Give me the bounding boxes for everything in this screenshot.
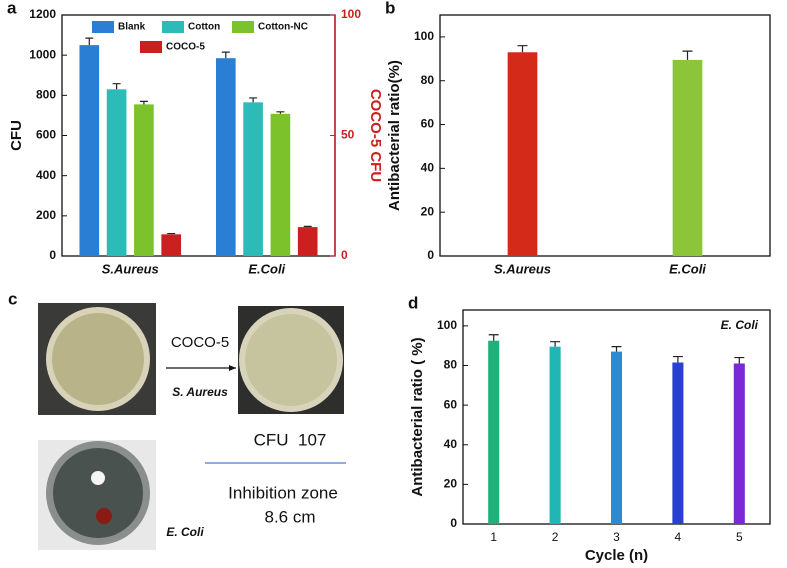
- bar: [79, 45, 100, 256]
- error-bar: [672, 355, 683, 363]
- legend-label: COCO-5: [166, 42, 205, 53]
- legend-swatch: [92, 21, 114, 33]
- bar: [672, 362, 684, 524]
- x-tick-label: 2: [552, 530, 559, 544]
- annotation: E. Coli: [721, 318, 759, 332]
- error-bar: [167, 232, 176, 235]
- bar: [672, 59, 703, 256]
- zone-label: Inhibition zone: [228, 483, 338, 502]
- treatment: COCO-5: [171, 334, 229, 351]
- y-tick-label: 800: [36, 88, 56, 102]
- error-bar: [550, 341, 561, 347]
- y-tick-label: 400: [36, 168, 56, 182]
- legend-label: Cotton-NC: [258, 22, 308, 33]
- strain: S. Aureus: [172, 385, 228, 399]
- error-bar: [517, 45, 528, 53]
- x-tick-label: S.Aureus: [102, 261, 159, 276]
- x-tick-label: E.Coli: [669, 261, 706, 276]
- y-tick-label: 60: [444, 397, 458, 411]
- error-bar: [249, 97, 258, 103]
- legend-label: Blank: [118, 22, 146, 33]
- error-bar: [303, 225, 312, 228]
- y-tick-label: 20: [444, 477, 458, 491]
- x-axis-title: Cycle (n): [585, 547, 648, 564]
- y2-tick-label: 0: [341, 248, 348, 262]
- x-tick-label: 4: [675, 530, 682, 544]
- x-tick-label: 5: [736, 530, 743, 544]
- disc: [91, 471, 105, 485]
- bar: [488, 340, 500, 524]
- y-tick-label: 80: [444, 358, 458, 372]
- zone-value: 8.6 cm: [264, 507, 315, 526]
- error-bar: [276, 111, 285, 114]
- bar: [297, 227, 318, 256]
- y-tick-label: 600: [36, 128, 56, 142]
- error-bar: [734, 356, 745, 364]
- y-tick-label: 200: [36, 208, 56, 222]
- arrow-head: [229, 365, 236, 371]
- bar: [507, 52, 538, 256]
- x-tick-label: S.Aureus: [494, 261, 551, 276]
- legend-swatch: [162, 21, 184, 33]
- y2-tick-label: 100: [341, 7, 361, 21]
- error-bar: [682, 50, 693, 60]
- y-tick-label: 0: [427, 248, 434, 262]
- error-bar: [112, 83, 121, 90]
- bar: [161, 234, 182, 256]
- y-tick-label: 40: [444, 437, 458, 451]
- panel-label: a: [7, 0, 17, 17]
- bar: [270, 113, 291, 256]
- y-tick-label: 40: [421, 161, 435, 175]
- error-bar: [85, 37, 94, 46]
- panel-label: d: [408, 293, 418, 312]
- bar: [243, 102, 263, 256]
- error-bar: [221, 51, 230, 59]
- y-tick-label: 1200: [29, 7, 56, 21]
- bar: [134, 104, 154, 256]
- y-tick-label: 100: [414, 29, 434, 43]
- strain: E. Coli: [166, 525, 204, 539]
- legend-swatch: [232, 21, 254, 33]
- panel-label: b: [385, 0, 395, 17]
- legend-label: Cotton: [188, 22, 220, 33]
- panel-label: c: [8, 289, 17, 308]
- y-tick-label: 1000: [29, 47, 56, 61]
- error-bar: [611, 346, 622, 352]
- y2-tick-label: 50: [341, 128, 355, 142]
- x-tick-label: 3: [613, 530, 620, 544]
- x-tick-label: E.Coli: [248, 261, 285, 276]
- petri-dish: [245, 314, 337, 406]
- bar: [733, 363, 745, 524]
- x-tick-label: 1: [490, 530, 497, 544]
- bar: [215, 58, 236, 256]
- y-tick-label: 0: [450, 516, 457, 530]
- y-tick-label: 100: [437, 318, 457, 332]
- bar: [549, 346, 561, 524]
- petri-dish: [53, 448, 143, 538]
- disc: [96, 508, 112, 524]
- y-axis-title: CFU: [8, 120, 25, 151]
- y-tick-label: 20: [421, 204, 435, 218]
- petri-dish: [52, 313, 144, 405]
- error-bar: [139, 100, 148, 105]
- y2-axis-title: COCO-5 CFU: [367, 89, 384, 182]
- bar: [610, 351, 623, 524]
- y-tick-label: 0: [49, 248, 56, 262]
- error-bar: [488, 334, 499, 341]
- bar: [106, 89, 127, 256]
- plot-frame: [439, 14, 771, 257]
- legend-swatch: [140, 41, 162, 53]
- y-tick-label: 80: [421, 73, 435, 87]
- y-axis-title: Antibacterial ratio ( %): [409, 337, 426, 496]
- cfu-text: CFU 107: [254, 430, 327, 449]
- y-tick-label: 60: [421, 117, 435, 131]
- y-axis-title: Antibacterial ratio(%): [386, 60, 403, 211]
